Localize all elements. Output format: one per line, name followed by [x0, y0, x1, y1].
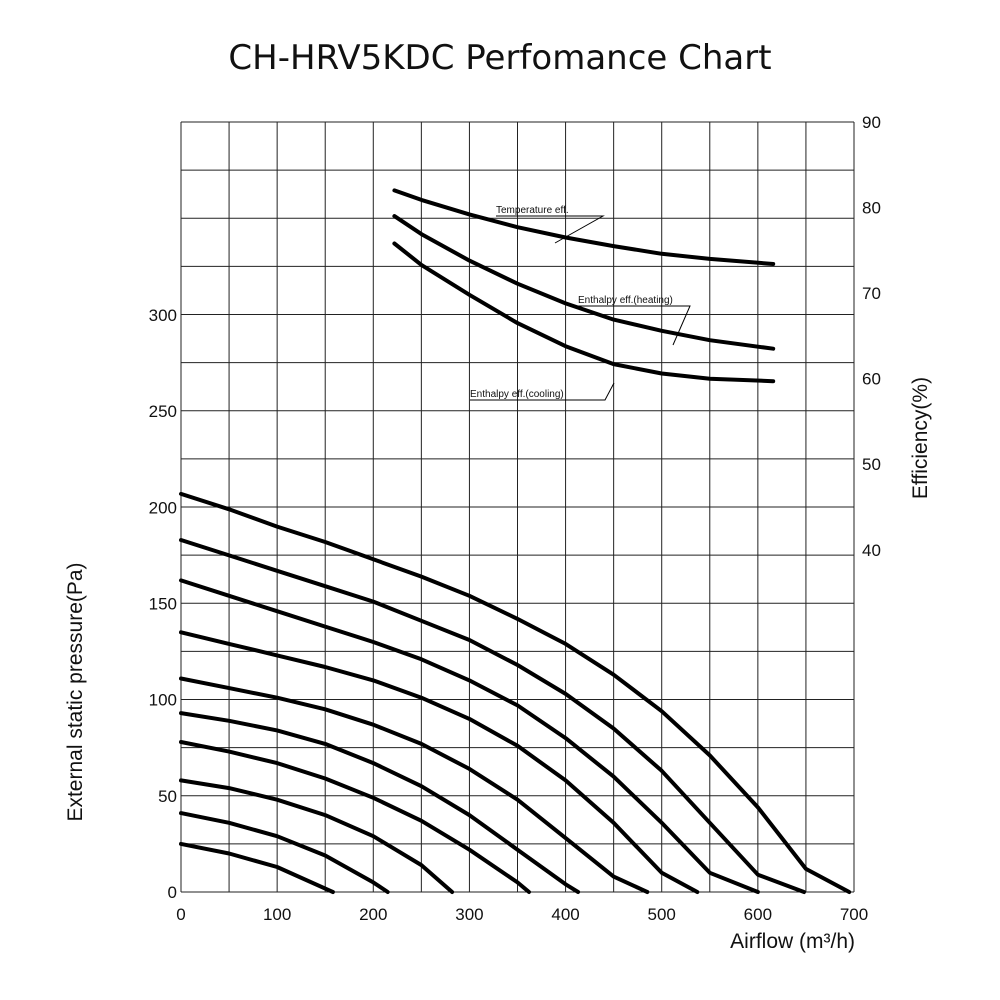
pressure-curve — [179, 578, 760, 894]
curve-annotation: Temperature eff. — [496, 205, 569, 216]
pressure-curve — [179, 740, 531, 894]
efficiency-curve — [392, 241, 776, 384]
y-right-tick-label: 70 — [862, 284, 881, 303]
pressure-curve — [179, 491, 852, 894]
curve-annotation: Enthalpy eff.(cooling) — [470, 389, 564, 400]
y-right-tick-label: 40 — [862, 541, 881, 560]
pressure-curve — [179, 630, 700, 894]
annotation-leader — [470, 382, 615, 401]
y-left-tick-label: 150 — [149, 595, 177, 614]
pressure-curve — [179, 778, 455, 894]
annotations: Temperature eff. Enthalpy eff.(heating) En… — [470, 205, 691, 401]
chart-title: CH-HRV5KDC Perfomance Chart — [228, 38, 772, 78]
y-left-tick-label: 0 — [168, 883, 177, 902]
annotation-leader — [496, 215, 605, 244]
x-tick-label: 700 — [840, 905, 868, 924]
grid — [180, 121, 855, 893]
y-left-tick-label: 100 — [149, 691, 177, 710]
pressure-curve — [179, 676, 650, 894]
x-axis-label: Airflow (m³/h) — [730, 930, 855, 953]
y-right-tick-label: 50 — [862, 455, 881, 474]
y-left-tick-label: 200 — [149, 498, 177, 517]
y-axis-right-label: Efficiency(%) — [909, 377, 932, 499]
x-tick-label: 0 — [176, 905, 185, 924]
pressure-curve — [179, 538, 806, 894]
y-left-tick-label: 250 — [149, 402, 177, 421]
pressure-curve — [179, 711, 581, 894]
x-tick-label: 300 — [455, 905, 483, 924]
x-tick-label: 200 — [359, 905, 387, 924]
y-right-tick-label: 90 — [862, 113, 881, 132]
pressure-curve — [179, 811, 390, 894]
x-tick-label: 600 — [744, 905, 772, 924]
annotation-leader — [578, 305, 691, 346]
curves — [179, 188, 852, 894]
y-right-tick-label: 60 — [862, 370, 881, 389]
y-left-tick-label: 300 — [149, 306, 177, 325]
x-tick-label: 500 — [648, 905, 676, 924]
x-tick-label: 400 — [551, 905, 579, 924]
y-left-tick-label: 50 — [158, 787, 177, 806]
tick-labels: 0 100 200 300 400 500 600 700 0 50 100 150 200 250 300… — [149, 113, 881, 924]
efficiency-curve — [392, 214, 776, 351]
curve-annotation: Enthalpy eff.(heating) — [578, 295, 673, 306]
y-axis-left-label: External static pressure(Pa) — [64, 562, 87, 821]
x-tick-label: 100 — [263, 905, 291, 924]
pressure-curve — [179, 841, 335, 894]
y-right-tick-label: 80 — [862, 199, 881, 218]
